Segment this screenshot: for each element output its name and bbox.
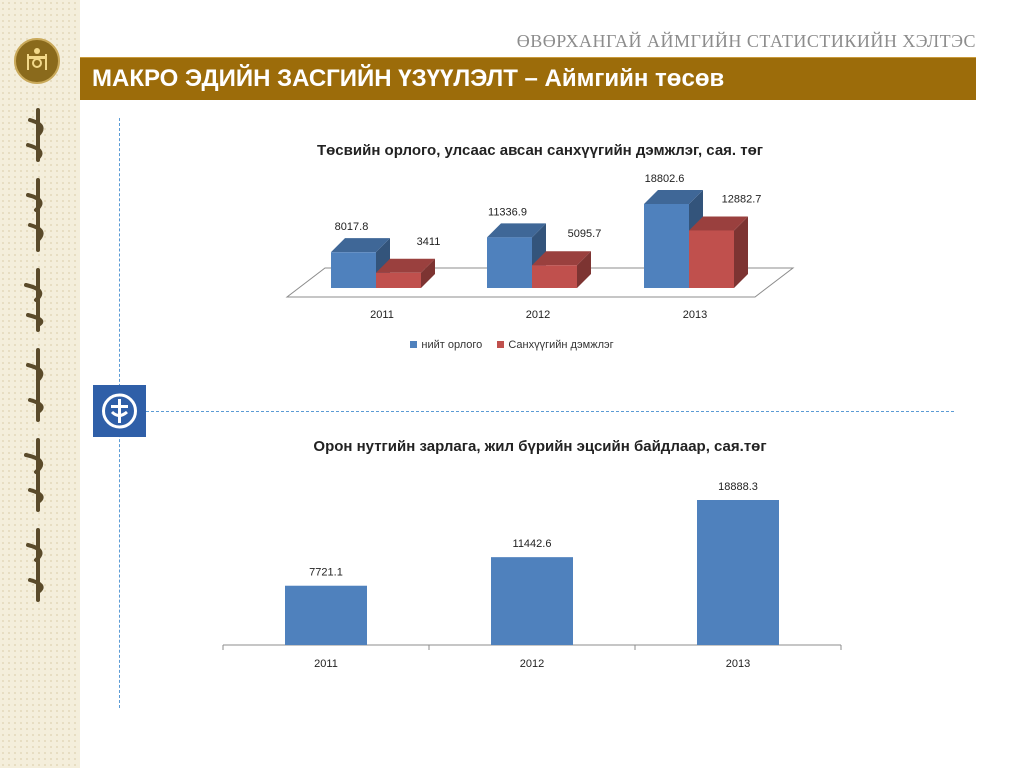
- bar-2013: [697, 500, 779, 645]
- bar-2012-1: [532, 265, 577, 288]
- page-title: МАКРО ЭДИЙН ЗАСГИЙН ҮЗҮҮЛЭЛТ – Аймгийн т…: [92, 65, 725, 92]
- chart2-title: Орон нутгийн зарлага, жил бүрийн эцсийн …: [313, 438, 767, 455]
- legend-item-total-revenue: нийт орлого: [410, 339, 482, 351]
- bar-side: [421, 258, 435, 288]
- chart1-legend: нийт орлого Санхүүгийн дэмжлэг: [0, 339, 1024, 351]
- legend-label: нийт орлого: [421, 339, 483, 351]
- bar-2011-0: [331, 252, 376, 288]
- balance-scale-icon: [93, 385, 146, 437]
- bar-top: [644, 190, 703, 204]
- data-label: 11442.6: [513, 538, 552, 550]
- x-tick-label: 2012: [520, 658, 544, 670]
- x-tick-label: 2012: [526, 309, 550, 321]
- bar-top: [376, 258, 435, 273]
- chart1-title: Төсвийн орлого, улсаас авсан санхүүгийн …: [316, 142, 764, 159]
- data-label: 12882.7: [722, 193, 762, 205]
- bar-2013-1: [689, 230, 734, 288]
- legend-item-financial-support: Санхүүгийн дэмжлэг: [497, 339, 614, 351]
- soyombo-emblem-icon: [14, 38, 60, 84]
- bar-side: [577, 251, 591, 288]
- bar-top: [331, 238, 390, 253]
- data-label: 3411: [417, 236, 441, 248]
- bar-top: [689, 216, 748, 231]
- chart1-revenue-support: 8017.8 3411 2011 11336.9 5095.7 2012 18802.6 12…: [285, 173, 795, 321]
- bar-2013-0: [644, 204, 689, 288]
- data-label: 5095.7: [568, 228, 602, 240]
- bar-2012: [491, 557, 573, 645]
- bar-top: [532, 251, 591, 266]
- legend-label: Санхүүгийн дэмжлэг: [508, 339, 614, 351]
- title-banner: МАКРО ЭДИЙН ЗАСГИЙН ҮЗҮҮЛЭЛТ – Аймгийн т…: [80, 57, 976, 100]
- mongolian-script-decoration: [24, 108, 44, 602]
- data-label: 18888.3: [718, 481, 758, 493]
- x-tick-label: 2011: [314, 658, 338, 670]
- chart2-local-expenditure: 7721.1 2011 11442.6 2012 18888.3 2013: [222, 481, 842, 670]
- bar-top: [487, 223, 546, 238]
- bar-2012-0: [487, 237, 532, 288]
- horizontal-divider: [146, 411, 954, 412]
- x-tick-label: 2013: [683, 309, 707, 321]
- data-label: 18802.6: [645, 173, 685, 185]
- x-tick-label: 2011: [370, 309, 394, 321]
- data-label: 11336.9: [488, 206, 527, 218]
- data-label: 7721.1: [309, 567, 343, 579]
- bar-2011: [285, 585, 367, 645]
- x-tick-label: 2013: [726, 658, 750, 670]
- data-label: 8017.8: [335, 221, 369, 233]
- bar-side: [734, 216, 748, 288]
- organization-title: ӨВӨРХАНГАЙ АЙМГИЙН СТАТИСТИКИЙН ХЭЛТЭС: [516, 31, 976, 51]
- bar-2011-1: [376, 272, 421, 288]
- left-decorative-band: [0, 0, 80, 768]
